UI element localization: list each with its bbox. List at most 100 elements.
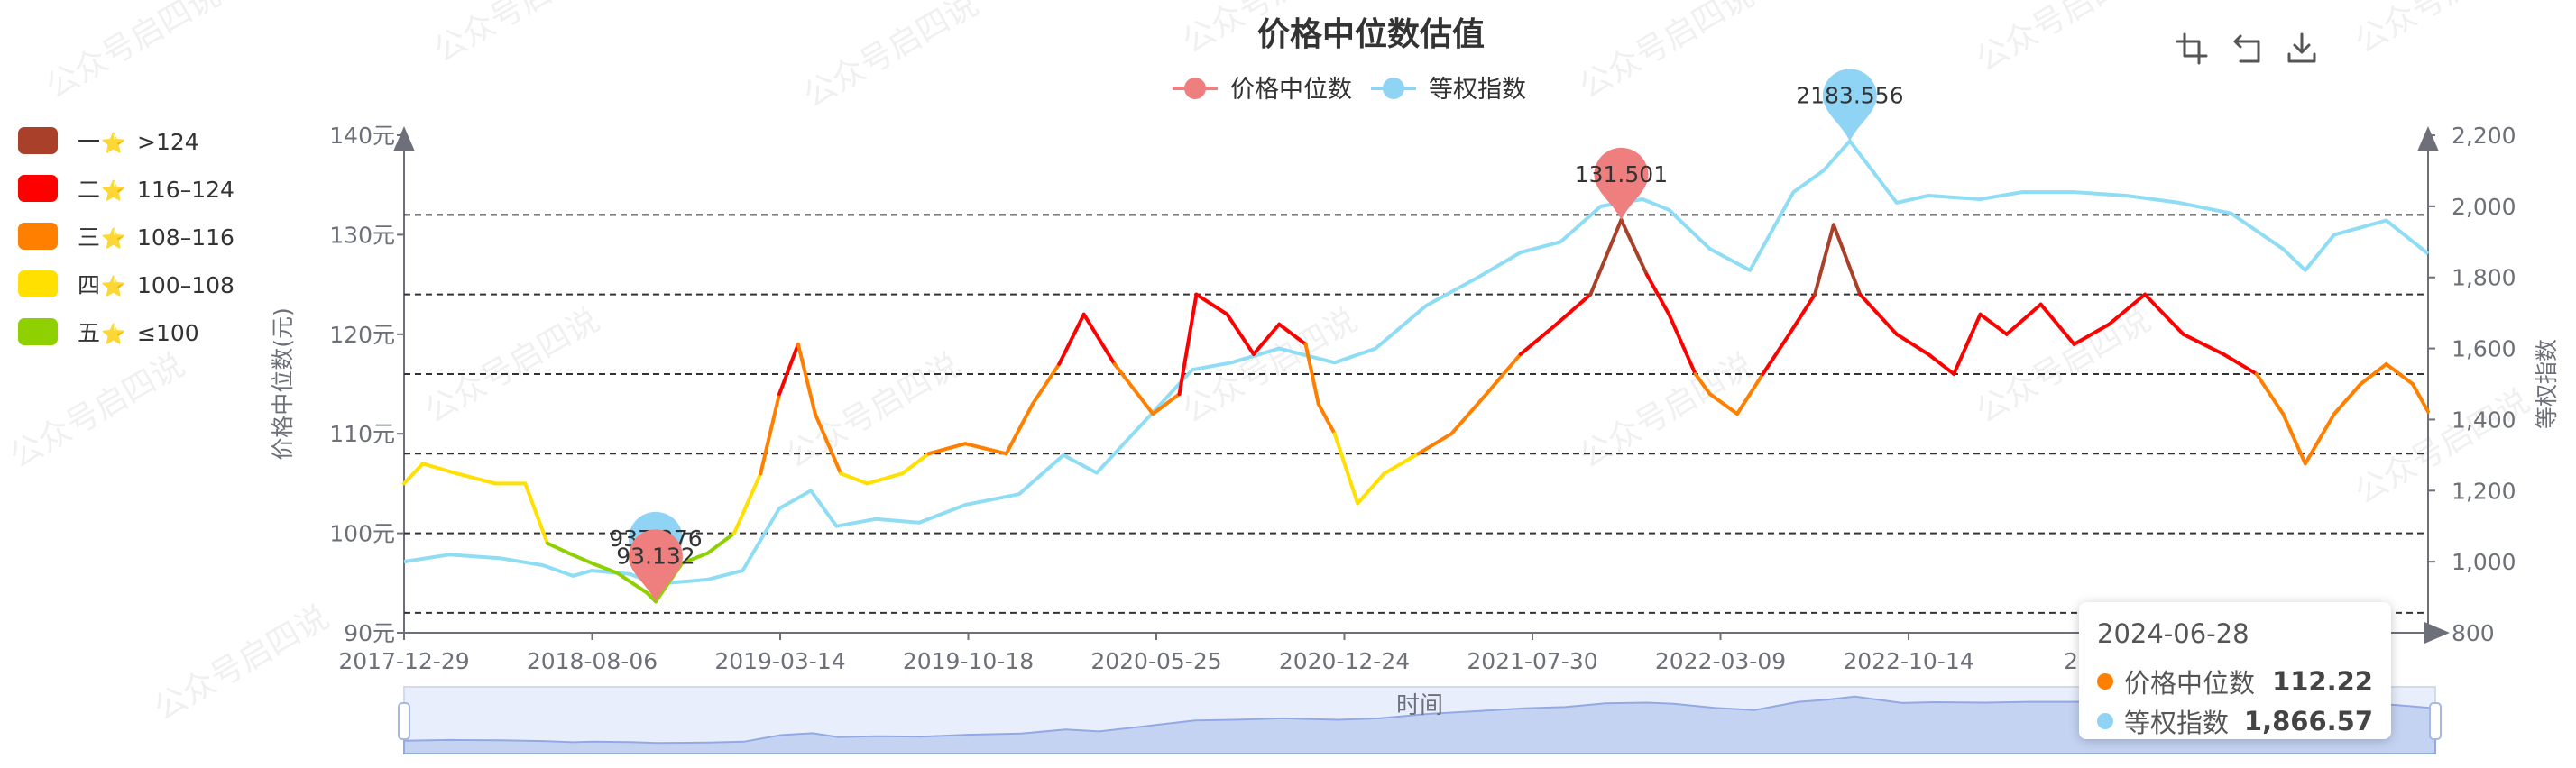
median-price-segment — [1644, 272, 1671, 316]
tooltip-row-index: 等权指数 1,866.57 — [2097, 701, 2373, 741]
marker-value-label: 93.132 — [616, 543, 695, 569]
y-right-axis-arrow — [2417, 126, 2439, 151]
median-price-segment — [1316, 402, 1337, 436]
valuation-legend-item-4[interactable]: 五 ⭐ ≤100 — [18, 318, 199, 346]
watermark-text: 公众号启四说 — [419, 301, 606, 431]
star-icon: ⭐ — [101, 323, 125, 346]
valuation-level: 四 — [78, 272, 100, 298]
zoom-icon[interactable] — [2176, 32, 2208, 65]
restore-icon[interactable] — [2233, 34, 2260, 63]
x-tick-label: 2021-07-30 — [1467, 648, 1597, 674]
y-right-axis-name: 等权指数 — [2534, 339, 2560, 429]
median-price-segment — [1894, 332, 1930, 356]
x-tick-label: 2022-10-14 — [1843, 648, 1973, 674]
y-left-axis-name: 价格中位数(元) — [270, 307, 296, 461]
median-price-segment — [1151, 392, 1182, 416]
median-price-segment — [777, 342, 800, 397]
median-price-segment — [1926, 352, 1956, 376]
valuation-legend-item-3[interactable]: 四 ⭐ 100–108 — [18, 270, 235, 298]
marker-pin-shape — [1822, 69, 1877, 142]
median-price-segment — [545, 541, 571, 555]
median-price-segment — [1787, 292, 1817, 336]
y-left-tick-label: 140元 — [329, 123, 395, 149]
chart-title: 价格中位数估值 — [1257, 16, 1485, 53]
valuation-range: 116–124 — [137, 177, 235, 203]
median-price-segment — [731, 471, 763, 535]
median-price-segment — [1831, 223, 1863, 297]
median-price-segment — [1081, 312, 1117, 366]
valuation-swatch — [18, 270, 58, 297]
median-price-segment — [2004, 302, 2043, 336]
median-price-segment — [1978, 312, 2009, 336]
y-right-tick-label: 1,400 — [2452, 407, 2516, 433]
median-price-segment — [523, 481, 549, 545]
legend-label: 价格中位数 — [1230, 76, 1352, 104]
median-price-segment — [566, 551, 594, 565]
valuation-range: 108–116 — [137, 224, 235, 251]
median-price-segment — [1382, 452, 1421, 476]
median-price-segment — [1277, 322, 1308, 346]
tooltip-row-median: 价格中位数 112.22 — [2097, 662, 2373, 701]
median-price-segment — [615, 571, 649, 595]
x-axis-name: 时间 — [1396, 692, 1443, 719]
median-price-segment — [1952, 312, 1983, 376]
legend-symbol — [1184, 78, 1206, 99]
median-price-segment — [1356, 471, 1386, 506]
median-price-segment — [2384, 361, 2415, 386]
watermark-text: 公众号启四说 — [148, 599, 336, 728]
median-price-segment — [680, 551, 710, 565]
y-right-tick-label: 2,000 — [2452, 194, 2516, 220]
y-right-tick-label: 1,200 — [2452, 478, 2516, 504]
x-tick-label: 2020-05-25 — [1090, 648, 1221, 674]
zoom-handle-left[interactable] — [398, 702, 410, 740]
valuation-level: 二 — [78, 177, 100, 203]
toolbox[interactable] — [2176, 32, 2316, 65]
valuation-swatch — [18, 175, 58, 202]
y-left-tick-label: 130元 — [329, 222, 395, 248]
median-price-segment — [1416, 432, 1454, 456]
x-tick-label: 2019-10-18 — [903, 648, 1034, 674]
watermark-text: 公众号启四说 — [428, 0, 615, 70]
median-price-segment — [1813, 223, 1835, 297]
legend-item-0[interactable]: 价格中位数 — [1173, 76, 1352, 104]
zoom-handle-right[interactable] — [2429, 702, 2442, 740]
series-legend[interactable]: 价格中位数 等权指数 — [1173, 76, 1526, 104]
x-axis-arrow — [2424, 622, 2450, 644]
median-price-segment — [1112, 361, 1155, 416]
median-price-segment — [796, 342, 817, 416]
tooltip-date: 2024-06-28 — [2097, 618, 2249, 649]
valuation-legend-item-0[interactable]: 一 ⭐ >124 — [18, 127, 199, 155]
median-price-segment — [1194, 292, 1229, 316]
median-price-segment — [1735, 371, 1765, 416]
y-left-tick-label: 100元 — [329, 521, 395, 547]
watermark-text: 公众号启四说 — [2349, 0, 2536, 61]
valuation-legend-item-1[interactable]: 二 ⭐ 116–124 — [18, 175, 235, 203]
download-icon-shape — [2287, 32, 2316, 63]
median-price-segment — [759, 392, 782, 476]
median-price-segment — [865, 471, 905, 486]
median-price-segment — [2254, 371, 2286, 416]
marker-pin-max-1: 131.501 — [1575, 147, 1668, 220]
median-price-segment — [900, 452, 931, 476]
legend-item-1[interactable]: 等权指数 — [1371, 76, 1526, 104]
median-price-segment — [2359, 361, 2388, 386]
legend-label: 等权指数 — [1429, 76, 1526, 104]
valuation-level: 五 — [78, 320, 100, 346]
median-price-segment — [2303, 412, 2336, 466]
median-price-segment — [839, 471, 869, 486]
series-line-equal-weight-index — [403, 139, 2430, 586]
median-price-segment — [645, 590, 658, 604]
y-right-tick-label: 800 — [2452, 620, 2495, 646]
valuation-swatch — [18, 318, 58, 345]
median-price-segment — [1449, 392, 1489, 436]
y-left-tick-label: 120元 — [329, 322, 395, 348]
download-icon[interactable] — [2287, 32, 2316, 63]
median-price-segment — [1251, 322, 1282, 356]
tooltip-series-name: 价格中位数 — [2124, 668, 2256, 699]
tooltip-value: 112.22 — [2272, 666, 2373, 697]
x-tick-label: 2020-12-24 — [1279, 648, 1410, 674]
star-icon: ⭐ — [101, 227, 125, 251]
valuation-legend-item-2[interactable]: 三 ⭐ 108–116 — [18, 223, 235, 251]
